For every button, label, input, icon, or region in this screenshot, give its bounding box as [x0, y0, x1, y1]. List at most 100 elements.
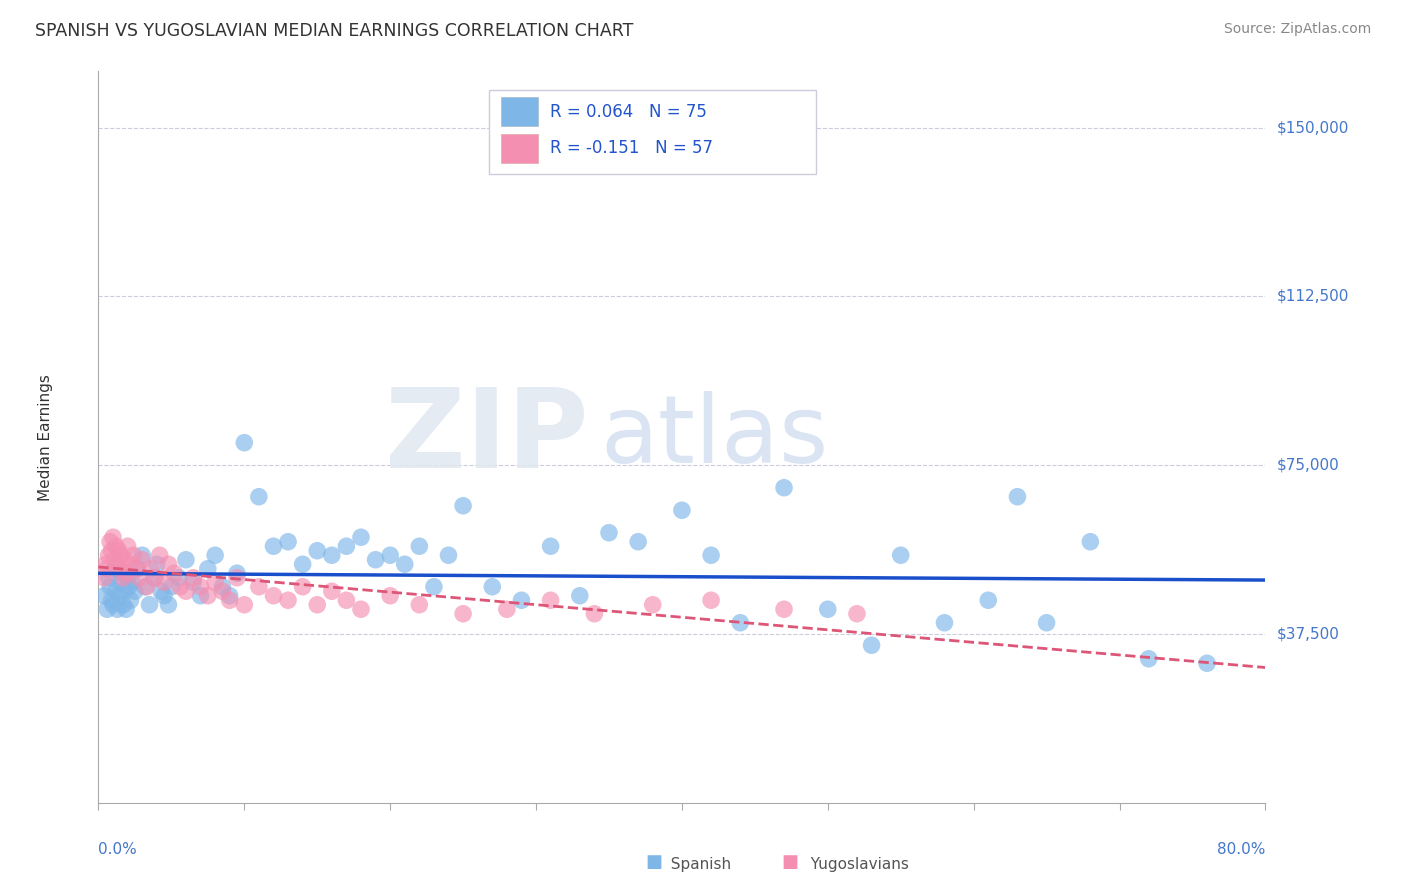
Point	[627, 534, 650, 549]
Text: $112,500: $112,500	[1277, 289, 1348, 304]
Point	[120, 558, 142, 572]
Point	[226, 571, 249, 585]
Point	[190, 580, 212, 594]
Point	[277, 593, 299, 607]
Point	[451, 499, 474, 513]
Point	[134, 580, 156, 594]
Point	[128, 571, 150, 585]
Point	[97, 571, 120, 585]
Point	[142, 571, 165, 585]
Point	[93, 589, 115, 603]
Text: 80.0%: 80.0%	[1218, 842, 1265, 856]
Point	[262, 589, 284, 603]
Point	[773, 481, 796, 495]
Point	[540, 539, 562, 553]
FancyBboxPatch shape	[501, 134, 538, 163]
Point	[157, 598, 180, 612]
Point	[120, 593, 142, 607]
Text: atlas: atlas	[600, 391, 828, 483]
Point	[394, 558, 416, 572]
Point	[149, 548, 172, 562]
Text: ■: ■	[645, 853, 662, 871]
Point	[197, 562, 219, 576]
Point	[218, 593, 240, 607]
Point	[730, 615, 752, 630]
Point	[211, 580, 233, 594]
Point	[111, 562, 134, 576]
FancyBboxPatch shape	[489, 90, 815, 174]
Point	[291, 558, 314, 572]
Point	[117, 539, 139, 553]
Point	[118, 580, 141, 594]
Text: ZIP: ZIP	[385, 384, 589, 491]
Point	[103, 562, 125, 576]
Point	[1137, 652, 1160, 666]
Point	[174, 553, 197, 567]
Point	[247, 490, 270, 504]
Point	[204, 575, 226, 590]
Point	[135, 580, 157, 594]
Point	[96, 602, 118, 616]
Point	[105, 558, 128, 572]
Point	[114, 584, 136, 599]
Point	[112, 571, 135, 585]
Point	[138, 598, 160, 612]
Point	[408, 598, 430, 612]
Point	[211, 584, 233, 599]
Point	[163, 566, 186, 581]
Point	[125, 562, 148, 576]
Point	[97, 548, 120, 562]
Point	[131, 553, 153, 567]
Point	[773, 602, 796, 616]
Text: Yugoslavians: Yugoslavians	[801, 857, 910, 872]
FancyBboxPatch shape	[501, 97, 538, 127]
Point	[291, 580, 314, 594]
Text: Source: ZipAtlas.com: Source: ZipAtlas.com	[1223, 22, 1371, 37]
Point	[122, 548, 145, 562]
Point	[568, 589, 591, 603]
Point	[934, 615, 956, 630]
Point	[197, 589, 219, 603]
Point	[350, 530, 373, 544]
Point	[817, 602, 839, 616]
Point	[111, 566, 134, 581]
Point	[167, 571, 190, 585]
Point	[100, 593, 122, 607]
Point	[131, 548, 153, 562]
Point	[146, 558, 169, 572]
Point	[307, 598, 329, 612]
Point	[321, 584, 343, 599]
Point	[226, 566, 249, 581]
Point	[380, 589, 402, 603]
Point	[98, 580, 121, 594]
Point	[423, 580, 446, 594]
Point	[350, 602, 373, 616]
Point	[101, 530, 124, 544]
Point	[977, 593, 1000, 607]
Point	[1007, 490, 1029, 504]
Point	[700, 548, 723, 562]
Point	[181, 571, 204, 585]
Point	[101, 598, 124, 612]
Point	[890, 548, 912, 562]
Text: 0.0%: 0.0%	[98, 842, 138, 856]
Point	[233, 435, 256, 450]
Point	[115, 602, 138, 616]
Point	[115, 566, 138, 581]
Point	[262, 539, 284, 553]
Point	[540, 593, 562, 607]
Point	[671, 503, 693, 517]
Point	[127, 562, 149, 576]
Text: Spanish: Spanish	[661, 857, 731, 872]
Point	[105, 602, 128, 616]
Point	[364, 553, 387, 567]
Point	[481, 580, 503, 594]
Point	[204, 548, 226, 562]
Point	[408, 539, 430, 553]
Point	[103, 553, 125, 567]
Point	[124, 584, 146, 599]
Point	[104, 584, 127, 599]
Point	[108, 543, 131, 558]
Text: SPANISH VS YUGOSLAVIAN MEDIAN EARNINGS CORRELATION CHART: SPANISH VS YUGOSLAVIAN MEDIAN EARNINGS C…	[35, 22, 634, 40]
Point	[218, 589, 240, 603]
